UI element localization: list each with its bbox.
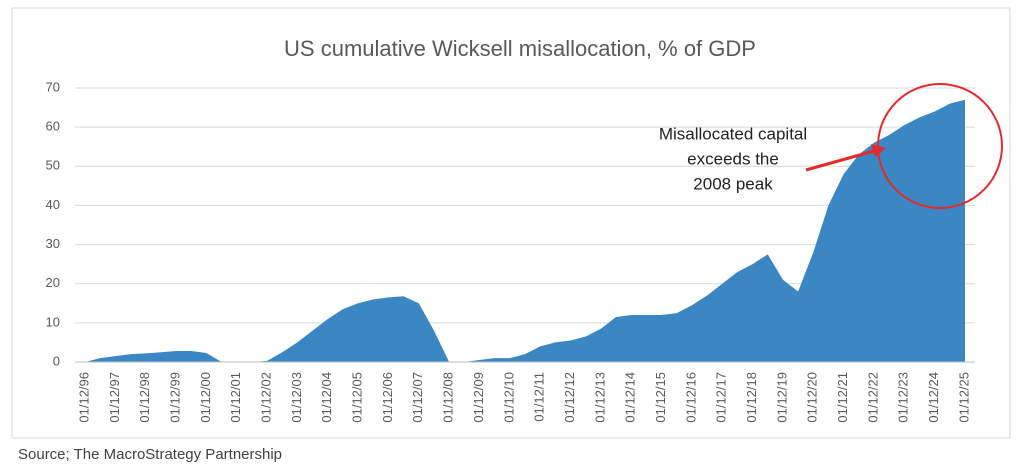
x-tick-label: 01/12/18 [744, 372, 759, 423]
x-tick-label: 01/12/04 [319, 372, 334, 423]
x-tick-label: 01/12/08 [441, 372, 456, 423]
area [85, 99, 965, 362]
x-tick-label: 01/12/25 [956, 372, 971, 423]
x-tick-label: 01/12/10 [501, 372, 516, 423]
x-tick-label: 01/12/20 [805, 372, 820, 423]
y-tick-label: 70 [46, 79, 60, 94]
x-tick-label: 01/12/11 [532, 372, 547, 422]
y-tick-label: 60 [46, 119, 60, 134]
plot: 0 10 20 30 40 50 60 70 01/12/96 01/12/97 01/12/98 0… [46, 79, 975, 423]
x-tick-label: 01/12/99 [167, 372, 182, 423]
x-tick-label: 01/12/24 [926, 372, 941, 423]
x-tick-label: 01/12/03 [289, 372, 304, 423]
x-tick-label: 01/12/01 [228, 372, 243, 423]
x-tick-label: 01/12/00 [198, 372, 213, 423]
x-tick-label: 01/12/15 [653, 372, 668, 423]
x-tick-label: 01/12/16 [683, 372, 698, 423]
x-tick-label: 01/12/02 [259, 372, 274, 423]
annotation: exceeds the [687, 149, 779, 168]
x-tick-label: 01/12/22 [865, 372, 880, 423]
x-tick-label: 01/12/17 [714, 372, 729, 423]
x-tick-label: 01/12/19 [774, 372, 789, 423]
x-tick-label: 01/12/09 [471, 372, 486, 423]
annotation: Misallocated capital [659, 124, 807, 143]
x-tick-label: 01/12/13 [592, 372, 607, 423]
annotation: 2008 peak [693, 174, 773, 193]
x-tick-label: 01/12/96 [76, 372, 91, 423]
x-tick-label: 01/12/05 [350, 372, 365, 423]
x-tick-label: 01/12/98 [137, 372, 152, 423]
y-tick-label: 30 [46, 236, 60, 251]
x-tick-label: 01/12/97 [107, 372, 122, 423]
x-tick-label: 01/12/07 [410, 372, 425, 423]
x-tick-label: 01/12/12 [562, 372, 577, 423]
x-tick-label: 01/12/21 [835, 372, 850, 423]
arrow-shaft [805, 149, 875, 172]
y-tick-label: 10 [46, 314, 60, 329]
y-tick-label: 0 [53, 353, 60, 368]
y-tick-label: 40 [46, 197, 60, 212]
x-tick-label: 01/12/14 [623, 372, 638, 423]
y-tick-label: 50 [46, 158, 60, 173]
source: Source; The MacroStrategy Partnership [18, 446, 282, 463]
y-tick-label: 20 [46, 275, 60, 290]
x-tick-label: 01/12/06 [380, 372, 395, 423]
chart-title: US cumulative Wicksell misallocation, % … [284, 36, 756, 61]
x-tick-label: 01/12/23 [896, 372, 911, 423]
arrow-head [871, 144, 886, 157]
